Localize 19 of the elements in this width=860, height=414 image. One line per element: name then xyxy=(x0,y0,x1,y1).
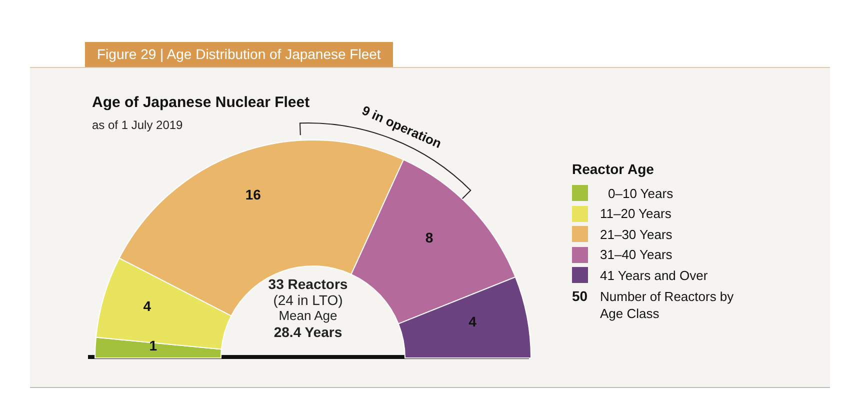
data-label: 16 xyxy=(245,186,262,203)
legend-title: Reactor Age xyxy=(572,161,655,177)
legend-label: 0–10 Years xyxy=(608,186,674,201)
text: Number of Reactors by Age Class xyxy=(600,288,735,322)
legend-label: 31–40 Years xyxy=(600,247,672,262)
caption: Figure 29 | Age Distribution of Japanese Fleet xyxy=(85,42,393,67)
text: 33 Reactors xyxy=(267,276,349,292)
legend-label: 41 Years and Over xyxy=(600,268,708,283)
text: 28.4 Years xyxy=(272,324,344,340)
legend-label: 11–20 Years xyxy=(600,206,672,222)
data-label: 4 xyxy=(143,298,152,314)
text: (24 in LTO) xyxy=(272,292,344,308)
data-label: 4 xyxy=(468,313,477,330)
text: 50 xyxy=(572,288,589,306)
chart-title: Age of Japanese Nuclear Fleet xyxy=(92,94,310,111)
legend-label: 21–30 Years xyxy=(600,226,672,242)
data-label: 8 xyxy=(425,229,434,246)
text: Mean Age xyxy=(278,308,338,324)
chart-subtitle: as of 1 July 2019 xyxy=(92,118,183,132)
